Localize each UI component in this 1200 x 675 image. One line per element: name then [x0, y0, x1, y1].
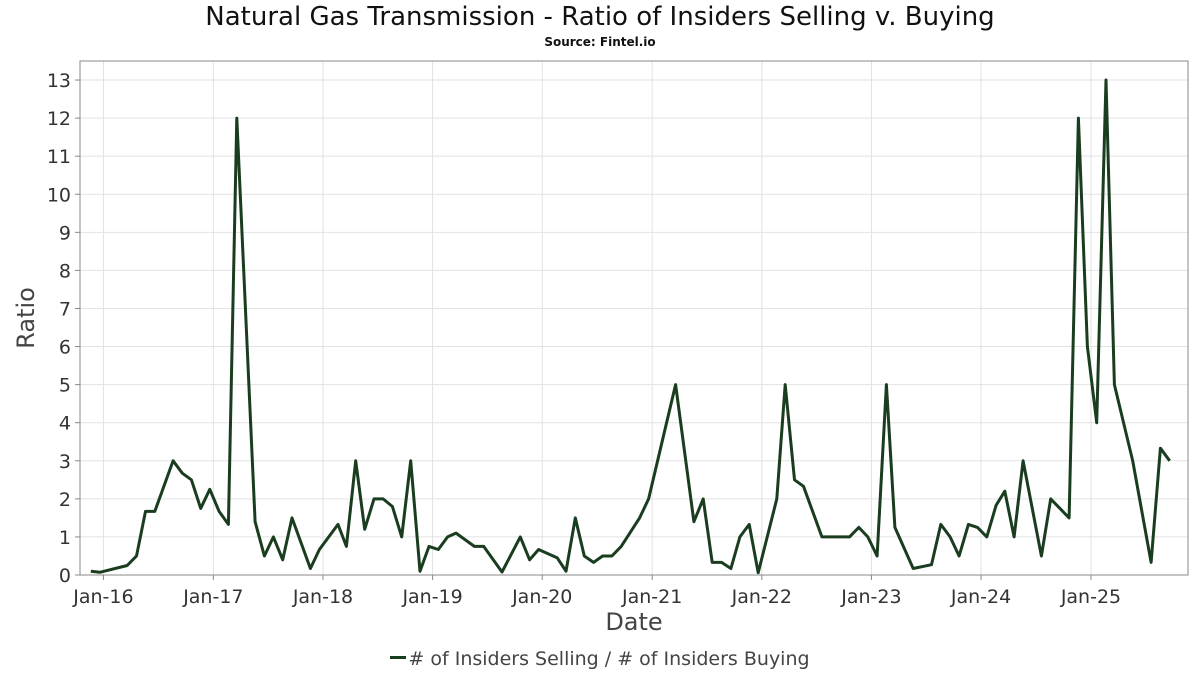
y-tick-label: 7 — [59, 298, 71, 320]
y-tick-label: 11 — [47, 146, 71, 168]
x-tick-label: Jan-20 — [511, 586, 572, 608]
x-tick-label: Jan-18 — [292, 586, 353, 608]
y-tick-label: 1 — [59, 527, 71, 549]
x-tick-label: Jan-23 — [840, 586, 901, 608]
plot-frame — [79, 60, 1189, 576]
x-tick-label: Jan-16 — [72, 586, 133, 608]
y-tick-label: 5 — [59, 375, 71, 397]
x-axis-ticks: Jan-16 Jan-17 Jan-18 Jan-19 Jan-20 Jan-21 Jan-… — [72, 575, 1121, 608]
y-tick-label: 9 — [59, 222, 71, 244]
series-line — [90, 78, 1171, 575]
x-tick-label: Jan-25 — [1060, 586, 1121, 608]
x-tick-label: Jan-21 — [621, 586, 682, 608]
series-group — [90, 78, 1171, 575]
legend: # of Insiders Selling / # of Insiders Bu… — [0, 648, 1200, 670]
y-axis-label: Ratio — [12, 287, 40, 349]
y-tick-label: 8 — [59, 260, 71, 282]
y-tick-label: 10 — [47, 184, 71, 206]
chart-title: Natural Gas Transmission - Ratio of Insi… — [205, 2, 995, 32]
x-axis-label: Date — [605, 608, 662, 636]
chart-subtitle: Source: Fintel.io — [544, 35, 656, 49]
y-tick-label: 0 — [59, 565, 71, 587]
y-tick-label: 12 — [47, 108, 71, 130]
x-tick-label: Jan-19 — [401, 586, 462, 608]
y-tick-label: 4 — [59, 413, 71, 435]
x-tick-label: Jan-22 — [731, 586, 792, 608]
y-tick-label: 6 — [59, 337, 71, 359]
x-tick-label: Jan-17 — [182, 586, 243, 608]
y-tick-label: 13 — [47, 70, 71, 92]
legend-label: # of Insiders Selling / # of Insiders Bu… — [408, 648, 810, 670]
x-tick-label: Jan-24 — [950, 586, 1011, 608]
y-tick-label: 3 — [59, 451, 71, 473]
legend-swatch — [390, 656, 407, 659]
y-tick-label: 2 — [59, 489, 71, 511]
